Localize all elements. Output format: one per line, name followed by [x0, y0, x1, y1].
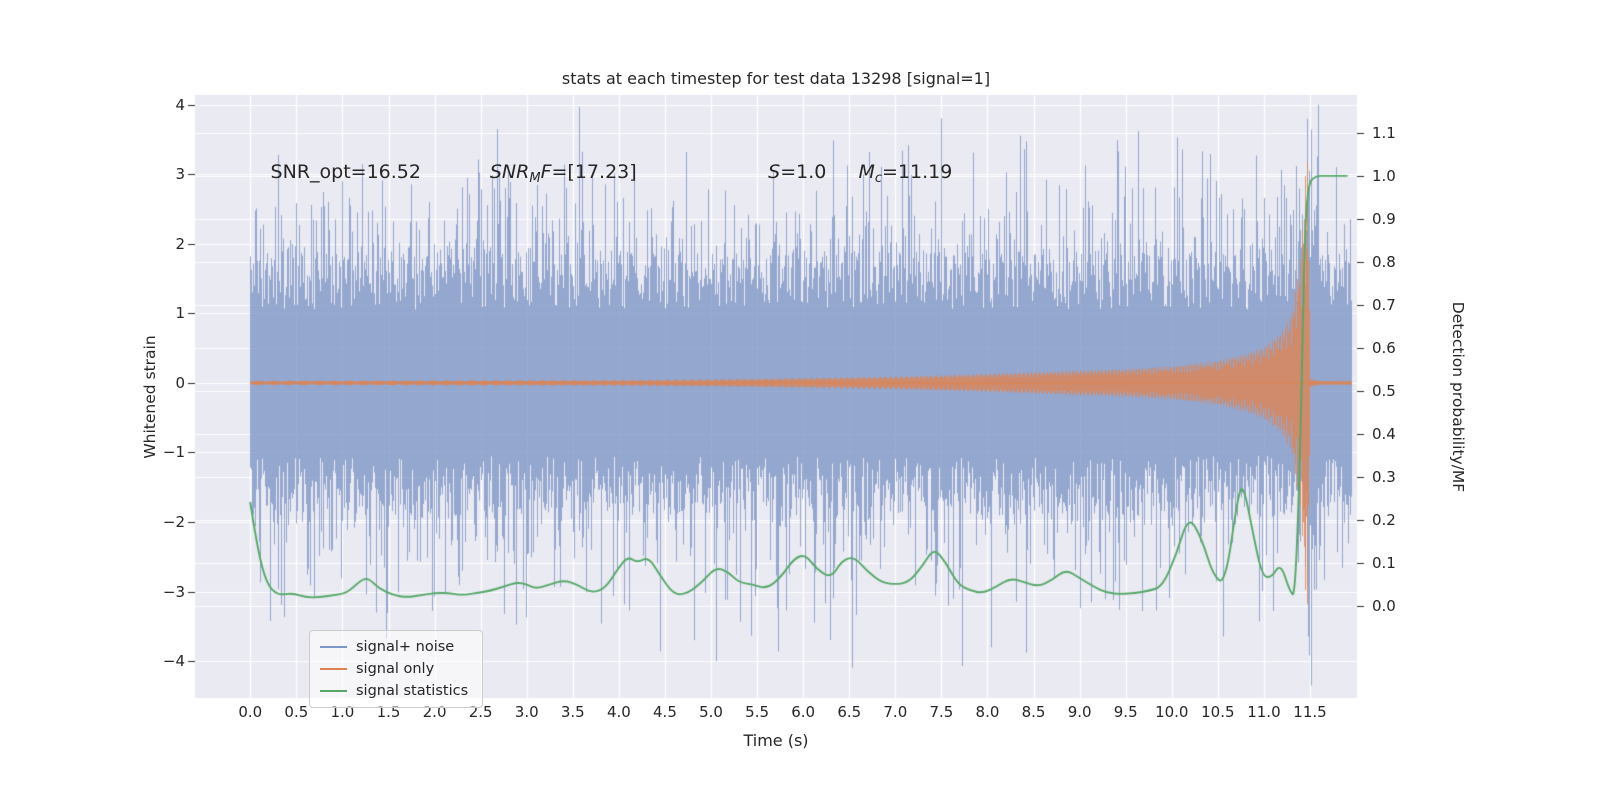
legend-item: signal statistics	[320, 683, 468, 699]
y-tick-label-right: 1.0	[1372, 166, 1396, 185]
y-tick-label-right: 0.2	[1372, 510, 1396, 529]
x-tick-label: 0.0	[238, 703, 263, 721]
legend-item: signal only	[320, 661, 468, 677]
x-tick-label: 9.5	[1113, 703, 1138, 721]
legend-swatch-signal-noise	[320, 646, 347, 648]
y-axis-label-left: Whitened strain	[141, 335, 159, 459]
x-tick-label: 11.0	[1247, 703, 1281, 721]
chart-title: stats at each timestep for test data 132…	[561, 69, 991, 88]
y-tick-label-right: 0.7	[1372, 295, 1396, 314]
x-tick-label: 6.0	[791, 703, 816, 721]
x-axis-label: Time (s)	[743, 731, 809, 750]
annotation-s-value: S=1.0	[768, 161, 827, 184]
x-tick-label: 8.5	[1021, 703, 1046, 721]
x-tick-label: 10.0	[1155, 703, 1189, 721]
y-tick-label-right: 0.0	[1372, 596, 1396, 615]
x-tick-label: 5.5	[745, 703, 770, 721]
x-tick-label: 6.5	[837, 703, 862, 721]
y-tick-label-right: 0.1	[1372, 553, 1396, 572]
x-tick-label: 7.0	[883, 703, 908, 721]
y-tick-label-left: 2	[175, 234, 185, 253]
annotation-chirp-mass: Mc=11.19	[858, 161, 953, 187]
y-tick-label-right: 0.4	[1372, 424, 1396, 443]
y-tick-label-right: 0.3	[1372, 467, 1396, 486]
x-tick-label: 4.0	[606, 703, 631, 721]
annotation-snr-mf: SNRMF=[17.23]	[489, 161, 637, 187]
x-tick-label: 3.5	[560, 703, 585, 721]
x-tick-label: 0.5	[284, 703, 309, 721]
annotation-snr-opt: SNR_opt=16.52	[270, 161, 421, 184]
y-tick-label-left: 0	[175, 373, 185, 392]
x-tick-label: 7.5	[929, 703, 954, 721]
legend-label-signal-noise: signal+ noise	[356, 639, 455, 655]
y-tick-label-right: 0.5	[1372, 381, 1396, 400]
y-tick-label-left: 1	[175, 304, 185, 323]
x-tick-label: 5.0	[699, 703, 723, 721]
legend-label-signal-statistics: signal statistics	[356, 683, 469, 699]
x-tick-label: 4.5	[653, 703, 677, 721]
x-tick-label: 8.0	[975, 703, 1000, 721]
legend: signal+ noise signal only signal statist…	[309, 630, 484, 708]
y-tick-label-left: −1	[162, 443, 185, 462]
y-tick-label-right: 0.9	[1372, 209, 1396, 228]
legend-label-signal-only: signal only	[356, 661, 435, 677]
legend-swatch-signal-statistics	[320, 690, 347, 692]
y-tick-label-right: 0.6	[1372, 338, 1396, 357]
x-tick-label: 10.5	[1201, 703, 1235, 721]
legend-item: signal+ noise	[320, 639, 468, 655]
y-tick-label-right: 0.8	[1372, 252, 1396, 271]
y-tick-label-left: −3	[162, 582, 185, 601]
y-tick-label-left: 3	[175, 165, 185, 184]
x-tick-label: 9.0	[1067, 703, 1092, 721]
y-tick-label-left: −4	[162, 652, 185, 671]
x-tick-label: 3.0	[514, 703, 539, 721]
x-tick-label: 11.5	[1293, 703, 1327, 721]
legend-swatch-signal-only	[320, 668, 347, 670]
y-axis-label-right: Detection probability/MF	[1449, 301, 1467, 493]
y-tick-label-left: −2	[162, 513, 185, 532]
y-tick-label-right: 1.1	[1372, 123, 1396, 142]
y-tick-label-left: 4	[175, 95, 185, 114]
